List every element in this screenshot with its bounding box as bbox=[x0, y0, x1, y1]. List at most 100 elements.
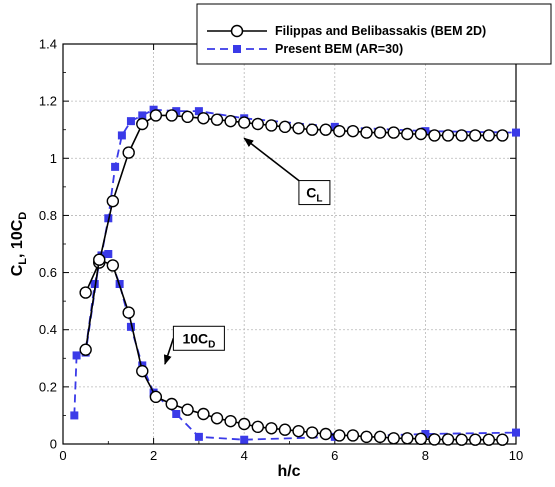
data-point-filippas-10cd bbox=[441, 433, 455, 446]
y-tick-label: 0 bbox=[50, 437, 57, 452]
data-point-filippas-10cd bbox=[224, 414, 237, 428]
data-point-present-10cd bbox=[104, 250, 113, 258]
data-point-filippas-10cd bbox=[428, 433, 441, 446]
data-point-present-cl bbox=[512, 128, 520, 137]
data-point-filippas-cl bbox=[251, 117, 264, 131]
annotation-label-base: 10C bbox=[182, 330, 208, 346]
annotation-label: 10CD bbox=[182, 330, 215, 350]
data-point-filippas-cl bbox=[305, 123, 319, 136]
y-axis-title: CL, 10CD bbox=[9, 212, 29, 277]
data-point-filippas-cl bbox=[197, 112, 210, 125]
data-point-present-10cd bbox=[70, 411, 79, 420]
data-point-filippas-cl bbox=[455, 129, 468, 142]
data-point-filippas-10cd bbox=[360, 430, 373, 444]
data-point-filippas-cl bbox=[346, 124, 360, 138]
data-point-filippas-cl bbox=[401, 127, 414, 141]
data-point-filippas-cl bbox=[496, 129, 509, 142]
data-point-filippas-10cd bbox=[319, 427, 332, 441]
legend: Filippas and Belibassakis (BEM 2D) Prese… bbox=[196, 3, 552, 65]
x-tick-label: 10 bbox=[509, 448, 523, 463]
x-tick-label: 6 bbox=[331, 448, 338, 463]
data-point-filippas-10cd bbox=[136, 364, 149, 378]
annotation-label: CL bbox=[306, 185, 322, 205]
plot-frame bbox=[62, 43, 517, 445]
data-point-filippas-10cd bbox=[165, 397, 178, 411]
data-point-filippas-10cd bbox=[197, 407, 210, 421]
data-point-present-10cd bbox=[172, 410, 181, 418]
data-point-filippas-cl bbox=[333, 124, 346, 138]
y-tick-label: 0.6 bbox=[39, 265, 57, 280]
annotation-box bbox=[298, 180, 331, 206]
data-point-present-cl bbox=[194, 107, 203, 116]
data-point-filippas-10cd bbox=[210, 412, 224, 425]
data-point-present-10cd bbox=[240, 435, 249, 444]
data-point-filippas-cl bbox=[181, 110, 194, 124]
data-point-filippas-10cd bbox=[93, 253, 106, 266]
data-point-filippas-cl bbox=[237, 116, 251, 129]
series-line-present-cl bbox=[84, 108, 517, 350]
data-point-filippas-cl bbox=[387, 126, 400, 139]
data-point-filippas-10cd bbox=[387, 432, 400, 445]
data-point-filippas-10cd bbox=[469, 433, 482, 446]
data-point-filippas-10cd bbox=[292, 424, 305, 438]
data-point-filippas-cl bbox=[278, 120, 292, 134]
data-point-filippas-10cd bbox=[278, 423, 292, 436]
legend-box bbox=[196, 3, 552, 65]
data-point-present-cl bbox=[330, 122, 339, 131]
data-point-present-10cd bbox=[194, 432, 203, 441]
data-point-filippas-cl bbox=[265, 119, 278, 132]
data-point-filippas-10cd bbox=[251, 420, 264, 434]
legend-label-present: Present BEM (AR=30) bbox=[275, 42, 403, 56]
data-point-filippas-cl bbox=[106, 194, 120, 208]
data-point-filippas-10cd bbox=[237, 417, 251, 431]
x-tick-label: 0 bbox=[59, 448, 66, 463]
data-point-filippas-10cd bbox=[482, 433, 496, 446]
data-point-present-cl bbox=[138, 111, 147, 120]
data-point-filippas-10cd bbox=[455, 433, 468, 446]
data-point-filippas-cl bbox=[149, 109, 163, 122]
data-point-filippas-10cd bbox=[305, 426, 319, 439]
data-point-present-cl bbox=[172, 107, 181, 116]
annotation-arrow bbox=[163, 338, 175, 365]
axis-ticks: 0 2 4 6 8 10 0 0.2 0.4 0.6 0.8 1 1.2 1.4 bbox=[39, 37, 523, 464]
data-point-filippas-cl bbox=[319, 123, 332, 136]
data-point-present-cl bbox=[111, 162, 120, 171]
data-point-filippas-cl bbox=[136, 117, 149, 131]
data-point-filippas-10cd bbox=[401, 432, 414, 445]
y-tick-label: 1.4 bbox=[39, 37, 57, 52]
data-point-filippas-cl bbox=[482, 129, 496, 142]
data-point-filippas-cl bbox=[79, 286, 92, 299]
data-point-filippas-cl bbox=[224, 114, 237, 128]
x-tick-label: 8 bbox=[422, 448, 429, 463]
data-point-filippas-10cd bbox=[496, 433, 509, 446]
data-point-filippas-cl bbox=[210, 113, 224, 126]
annotation-box bbox=[172, 325, 225, 351]
y-tick-label: 0.8 bbox=[39, 208, 57, 223]
data-point-present-cl bbox=[126, 117, 135, 126]
data-point-filippas-cl bbox=[373, 126, 387, 139]
data-point-filippas-cl bbox=[165, 109, 178, 122]
data-point-filippas-10cd bbox=[122, 306, 135, 319]
annotation-label-base: C bbox=[306, 185, 316, 201]
data-point-filippas-cl bbox=[414, 127, 428, 141]
annotation-label-sub: D bbox=[208, 339, 215, 350]
y-tick-label: 0.2 bbox=[39, 379, 57, 394]
data-point-present-cl bbox=[117, 131, 126, 140]
data-point-present-10cd bbox=[126, 322, 135, 331]
series-line-filippas-cl bbox=[84, 114, 503, 293]
series-layer bbox=[70, 105, 520, 446]
data-point-present-10cd bbox=[421, 430, 430, 438]
data-point-present-10cd bbox=[512, 428, 520, 437]
data-point-filippas-10cd bbox=[149, 390, 163, 404]
annotation-label-sub: L bbox=[316, 194, 322, 205]
data-point-filippas-10cd bbox=[79, 343, 92, 356]
x-tick-label: 4 bbox=[241, 448, 248, 463]
series-line-filippas-10cd bbox=[84, 258, 503, 441]
data-point-filippas-cl bbox=[428, 129, 441, 142]
data-point-filippas-cl bbox=[469, 129, 482, 142]
data-point-filippas-10cd bbox=[106, 259, 120, 272]
data-point-filippas-10cd bbox=[373, 430, 387, 444]
annotation-arrow bbox=[243, 137, 300, 182]
data-point-present-cl bbox=[90, 280, 99, 288]
